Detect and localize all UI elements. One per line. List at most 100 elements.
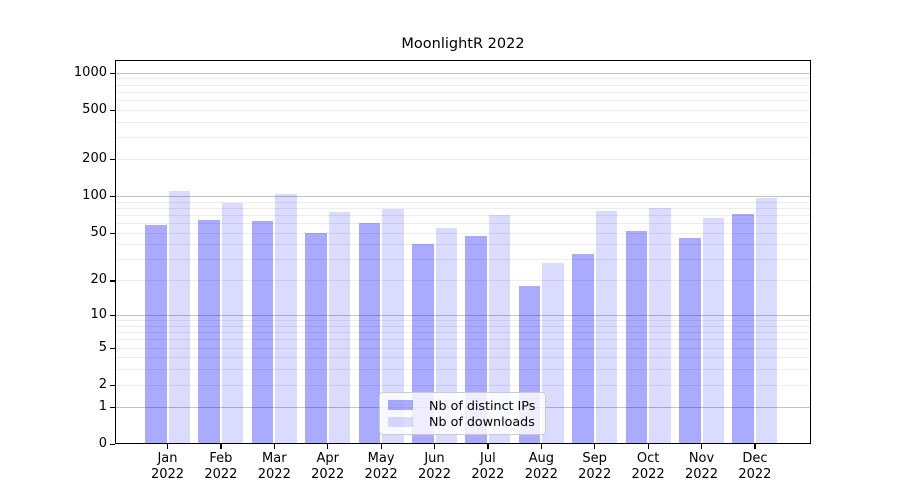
gridline-minor [115, 91, 811, 93]
bar-distinct-ips [625, 230, 648, 444]
gridline-minor [115, 84, 811, 86]
x-axis-tick [433, 444, 436, 449]
y-tick-label: 5 [98, 339, 107, 355]
gridline-minor [115, 347, 811, 349]
bar-distinct-ips [465, 235, 487, 444]
y-axis-tick [110, 315, 115, 317]
bar-downloads [435, 227, 457, 444]
y-tick-label: 200 [82, 150, 107, 166]
gridline-minor [115, 100, 811, 102]
y-axis-tick [110, 158, 115, 161]
legend-swatch-downloads [388, 416, 413, 427]
bar-distinct-ips [358, 223, 381, 444]
gridline-minor [115, 158, 811, 160]
y-axis-tick [110, 232, 115, 234]
legend-label-distinct-ips: Nb of distinct IPs [429, 397, 536, 413]
bar-downloads [649, 207, 671, 444]
x-tick-label: Jan 2022 [150, 451, 185, 482]
x-tick-label: Feb 2022 [204, 451, 238, 482]
y-axis-tick [110, 280, 115, 282]
y-tick-label: 100 [82, 187, 107, 203]
plot-area [115, 60, 811, 444]
legend-item-downloads: Nb of downloads [388, 414, 537, 431]
x-axis-tick [166, 444, 169, 449]
y-tick-label: 20 [90, 272, 107, 288]
gridline-minor [115, 223, 811, 225]
y-axis-tick [110, 444, 115, 446]
bar-downloads [275, 193, 297, 444]
bar-downloads [702, 217, 724, 444]
gridline-minor [115, 320, 811, 322]
y-axis-tick [110, 195, 115, 198]
gridline-major [115, 195, 811, 197]
x-axis-tick [540, 444, 542, 449]
legend-label-downloads: Nb of downloads [429, 414, 535, 430]
x-axis-tick [220, 444, 222, 449]
x-axis-tick [487, 444, 489, 449]
y-tick-label: 2 [98, 376, 107, 392]
gridline-minor [115, 78, 811, 80]
bar-distinct-ips [145, 224, 167, 444]
x-tick-label: Sep 2022 [578, 451, 612, 482]
x-tick-label: Oct 2022 [631, 451, 665, 482]
x-tick-label: May 2022 [364, 451, 398, 482]
x-axis-tick [700, 444, 703, 449]
gridline-major [115, 72, 811, 74]
chart-title: MoonlightR 2022 [401, 36, 525, 52]
x-axis-tick [594, 444, 596, 449]
bar-distinct-ips [732, 214, 754, 444]
y-tick-label: 500 [82, 101, 107, 117]
x-axis-tick [273, 444, 275, 449]
x-tick-label: Apr 2022 [311, 451, 345, 482]
bar-distinct-ips [305, 232, 327, 444]
gridline-minor [115, 244, 811, 246]
x-tick-label: Jun 2022 [417, 451, 452, 482]
gridline-minor [115, 109, 811, 111]
y-axis-tick [110, 384, 115, 387]
bar-downloads [542, 262, 564, 444]
gridline-minor [115, 332, 811, 334]
y-tick-label: 10 [90, 307, 107, 323]
x-axis-tick [380, 444, 382, 449]
x-axis-tick [647, 444, 649, 449]
gridline-minor [115, 201, 811, 203]
bar-distinct-ips [198, 220, 220, 444]
x-tick-label: Dec 2022 [738, 451, 772, 482]
gridline-minor [115, 280, 811, 282]
x-tick-label: Nov 2022 [684, 451, 719, 482]
gridline-minor [115, 137, 811, 139]
bar-downloads [595, 211, 618, 444]
gridline-major [115, 315, 811, 317]
x-tick-label: Mar 2022 [257, 451, 291, 482]
bar-downloads [488, 214, 511, 444]
gridline-minor [115, 259, 811, 261]
gridline-minor [115, 357, 811, 359]
bar-distinct-ips [251, 221, 274, 444]
bar-distinct-ips [679, 238, 701, 444]
bar-downloads [328, 211, 351, 444]
y-axis-tick [110, 406, 115, 409]
x-axis-tick [754, 444, 756, 449]
y-axis-tick [110, 109, 115, 112]
bar-downloads [382, 209, 404, 444]
gridline-minor [115, 369, 811, 371]
gridline-minor [115, 121, 811, 123]
bar-distinct-ips [572, 254, 594, 444]
y-tick-label: 50 [90, 224, 107, 240]
x-tick-label: Aug 2022 [524, 451, 558, 482]
legend-item-distinct-ips: Nb of distinct IPs [388, 397, 537, 414]
bar-downloads [221, 202, 244, 444]
gridline-minor [115, 339, 811, 341]
y-tick-label: 0 [98, 436, 107, 451]
y-tick-label: 1000 [73, 64, 107, 80]
gridline-minor [115, 214, 811, 216]
y-axis-tick [110, 347, 115, 349]
bar-downloads [755, 198, 778, 444]
gridline-minor [115, 384, 811, 386]
y-tick-label: 1 [98, 398, 107, 414]
gridline-minor [115, 325, 811, 327]
legend-swatch-distinct-ips [388, 400, 413, 411]
x-axis-tick [327, 444, 329, 449]
gridline-minor [115, 207, 811, 209]
